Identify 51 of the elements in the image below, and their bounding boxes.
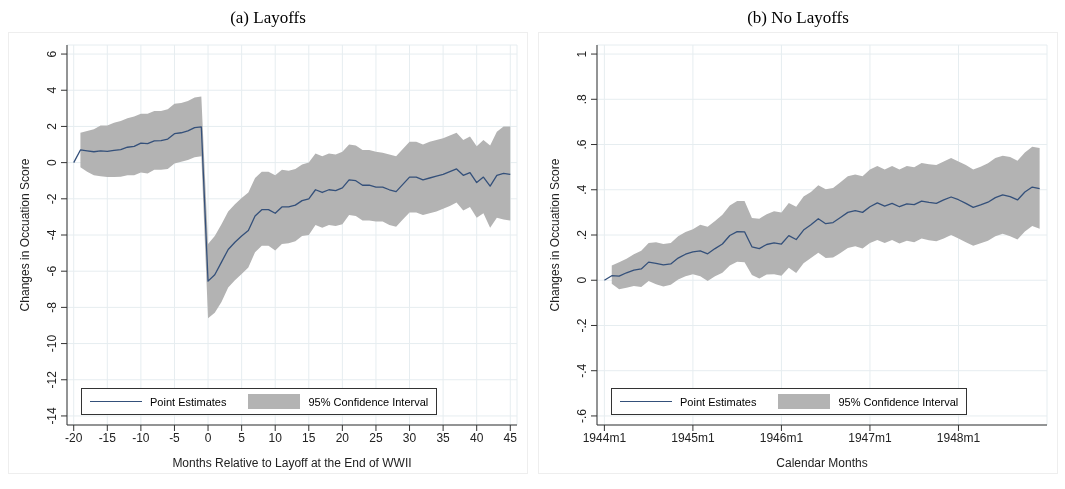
y-tick-label: -6 <box>45 265 59 277</box>
x-tick-label: 1946m1 <box>759 430 804 445</box>
x-axis-title: Calendar Months <box>776 456 868 470</box>
x-tick-label: -10 <box>132 430 150 445</box>
y-axis-title: Changes in Occuation Score <box>18 158 33 312</box>
y-tick-label: -14 <box>45 406 59 425</box>
y-tick-label: -12 <box>45 370 59 389</box>
x-tick-label: 25 <box>369 430 383 445</box>
legend-label: Point Estimates <box>680 395 757 408</box>
x-tick-label: 1947m1 <box>848 430 892 445</box>
x-tick-label: -5 <box>169 430 181 445</box>
y-tick-label: .4 <box>575 184 589 195</box>
y-tick-label: 1 <box>575 50 589 58</box>
x-axis-title: Months Relative to Layoff at the End of WWII <box>172 456 412 470</box>
y-tick-label: -8 <box>45 301 59 313</box>
x-tick-label: 35 <box>436 430 451 445</box>
y-tick-label: -.4 <box>575 363 589 378</box>
x-tick-label: 0 <box>204 430 212 445</box>
y-axis-title: Changes in Occuation Score <box>548 158 563 312</box>
y-tick-label: -.2 <box>575 318 589 333</box>
y-tick-label: 4 <box>45 86 59 94</box>
chart-title: (a) Layoffs <box>229 8 307 29</box>
y-tick-label: .2 <box>575 229 589 241</box>
y-tick-label: 0 <box>575 276 589 284</box>
x-tick-label: -20 <box>65 430 83 445</box>
x-tick-label: 45 <box>503 430 518 445</box>
x-tick-label: -15 <box>98 430 117 445</box>
x-tick-label: 40 <box>470 430 484 445</box>
y-tick-label: .6 <box>575 139 589 150</box>
x-tick-label: 10 <box>268 430 283 445</box>
y-tick-label: 0 <box>45 158 59 166</box>
x-tick-label: 1945m1 <box>671 430 715 445</box>
x-tick-label: 15 <box>302 430 316 445</box>
line-series <box>73 126 511 282</box>
x-tick-label: 1948m1 <box>936 430 981 445</box>
x-tick-label: 5 <box>238 430 246 445</box>
y-tick-label: 2 <box>45 122 59 130</box>
y-tick-label: 6 <box>45 50 59 58</box>
line-series <box>603 186 1041 281</box>
x-tick-label: 30 <box>402 430 417 445</box>
x-tick-label: 1944m1 <box>582 430 627 445</box>
legend-label: 95% Confidence Interval <box>838 395 959 408</box>
legend-label: 95% Confidence Interval <box>308 395 429 408</box>
legend-label: Point Estimates <box>150 395 227 408</box>
y-tick-label: -2 <box>45 193 59 205</box>
x-tick-label: 20 <box>335 430 350 445</box>
y-tick-label: .8 <box>575 93 589 105</box>
y-tick-label: -4 <box>45 229 59 241</box>
chart-title: (b) No Layoffs <box>746 8 850 29</box>
y-tick-label: -.6 <box>575 408 589 423</box>
y-tick-label: -10 <box>45 334 59 353</box>
